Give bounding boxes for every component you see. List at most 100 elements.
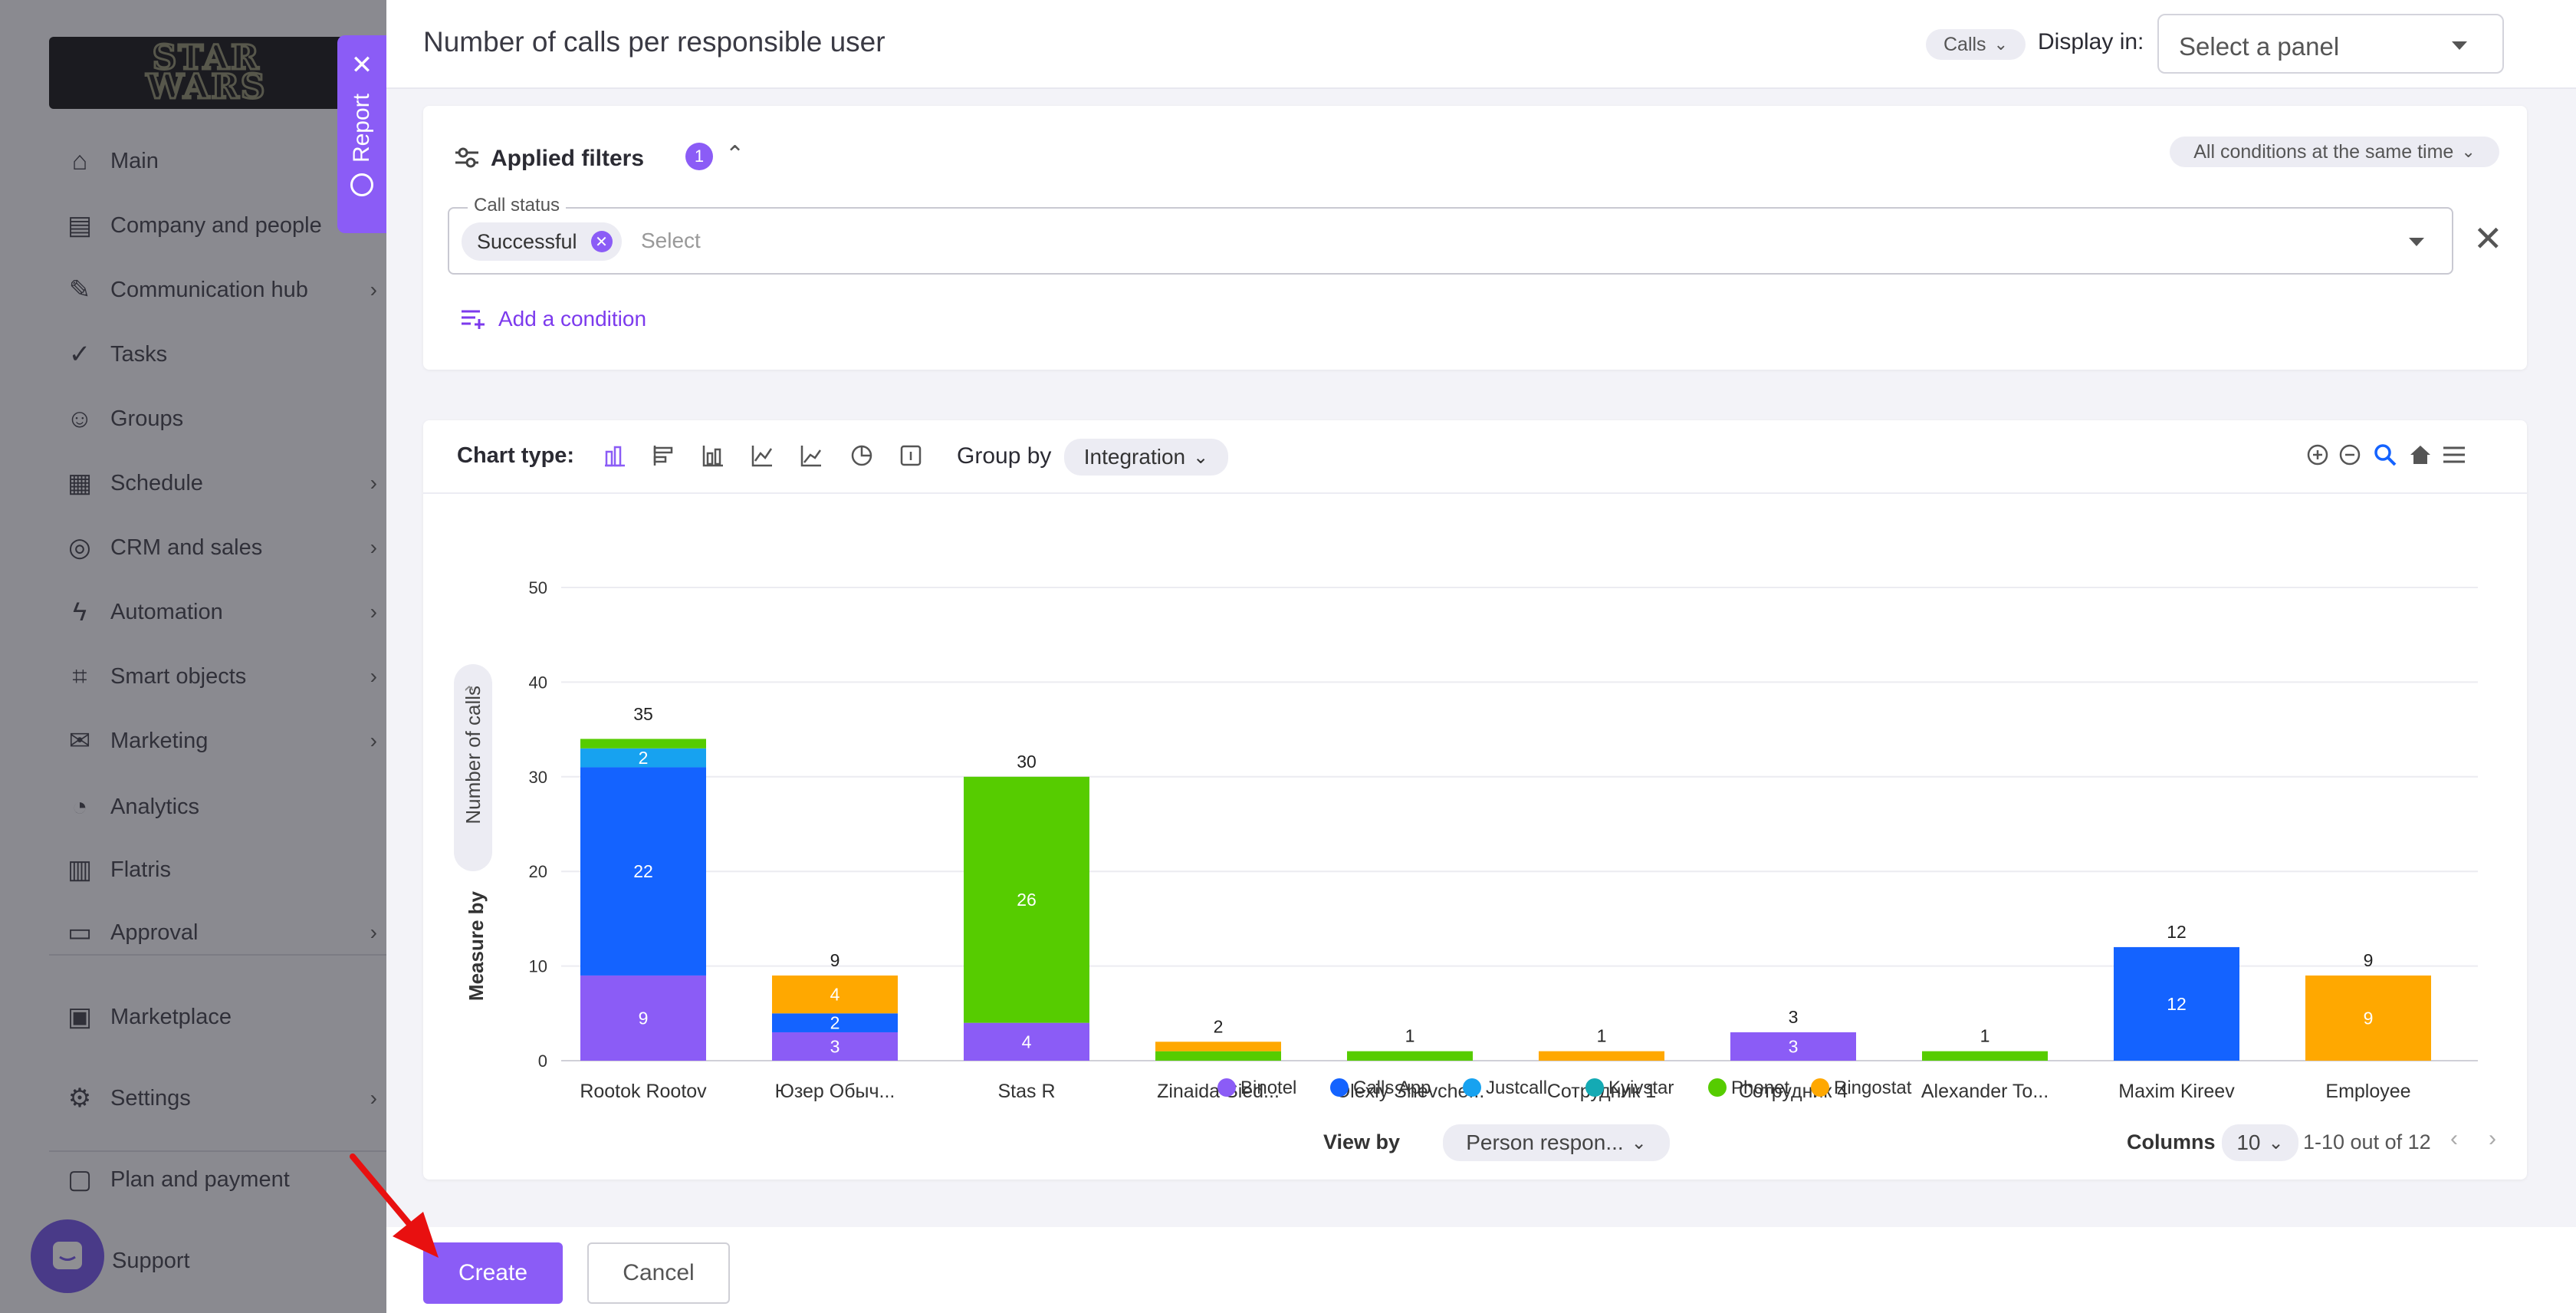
megaphone-icon: ✉	[68, 726, 91, 755]
columns-dropdown[interactable]: 10 ⌄	[2222, 1124, 2298, 1161]
bar-total-label: 1	[1405, 1026, 1415, 1046]
sidebar-item-groups[interactable]: ☺ Groups	[61, 396, 383, 442]
prev-page-icon[interactable]: ‹	[2450, 1126, 2458, 1151]
add-condition-button[interactable]: Add a condition	[498, 307, 647, 331]
panel-select[interactable]: Select a panel	[2157, 14, 2504, 74]
source-label: Calls	[1943, 33, 1986, 55]
annotation-arrow-icon	[350, 1153, 439, 1258]
sidebar-item-tasks[interactable]: ✓ Tasks	[61, 331, 383, 377]
search-zoom-icon[interactable]	[2371, 440, 2400, 469]
home-reset-icon[interactable]	[2406, 440, 2435, 469]
y-tick-label: 50	[529, 578, 547, 597]
sidebar-item-settings[interactable]: ⚙ Settings ›	[61, 1075, 383, 1121]
sidebar-item-label: Communication hub	[110, 277, 308, 302]
report-tab[interactable]: ✕ Report	[337, 35, 386, 233]
bar-segment-label: 12	[2167, 994, 2187, 1014]
pie-chart-icon[interactable]	[846, 440, 877, 471]
menu-icon[interactable]	[2440, 440, 2469, 469]
bar-segment	[1730, 1032, 1856, 1061]
sidebar-item-approval[interactable]: ▭ Approval ›	[61, 910, 383, 956]
chevron-up-icon[interactable]: ⌃	[725, 142, 745, 167]
x-tick-label: Сотрудник 4	[1739, 1081, 1848, 1102]
x-tick-label: Maxim Kireev	[2118, 1081, 2235, 1102]
bar-total-label: 3	[1789, 1007, 1799, 1027]
company-logo[interactable]: STAR WARS	[49, 37, 363, 109]
bar-segment-label: 2	[830, 1013, 840, 1033]
legend-swatch	[1585, 1078, 1604, 1097]
sidebar-item-main[interactable]: ⌂ Main	[61, 138, 383, 184]
sidebar-item-label: Analytics	[110, 794, 200, 819]
sidebar-item-label: CRM and sales	[110, 535, 263, 560]
sidebar-item-analytics[interactable]: ◔ Analytics	[61, 784, 383, 830]
applied-filters-title[interactable]: Applied filters	[491, 146, 645, 171]
sidebar-item-communication-hub[interactable]: ✎ Communication hub ›	[61, 267, 383, 313]
sidebar-item-automation[interactable]: ϟ Automation ›	[61, 589, 383, 635]
zoom-out-icon[interactable]	[2335, 440, 2364, 469]
line-chart-icon[interactable]	[747, 440, 777, 471]
next-page-icon[interactable]: ›	[2489, 1126, 2496, 1151]
sidebar-item-company-and-people[interactable]: ▤Company and people›	[61, 202, 383, 248]
sidebar-item-label: Groups	[110, 406, 184, 431]
home-icon: ⌂	[71, 146, 88, 176]
chip-label: Successful	[477, 229, 577, 253]
action-bar: Create Cancel	[386, 1227, 2576, 1313]
sidebar-item-label: Company and people	[110, 212, 322, 238]
horizontal-bar-chart-icon[interactable]	[649, 440, 679, 471]
zoom-in-icon[interactable]	[2303, 440, 2332, 469]
view-by-dropdown[interactable]: Person respon... ⌄	[1443, 1124, 1670, 1161]
clear-filter-icon[interactable]: ✕	[2473, 219, 2503, 258]
create-button[interactable]: Create	[423, 1242, 563, 1304]
group-by-dropdown[interactable]: Integration ⌄	[1064, 439, 1228, 476]
x-tick-label: Employee	[2325, 1081, 2410, 1102]
legend-label: Binotel	[1240, 1078, 1296, 1098]
bar-segment	[964, 776, 1089, 1023]
sidebar-item-marketing[interactable]: ✉ Marketing ›	[61, 718, 383, 764]
store-icon: ▣	[67, 1002, 93, 1032]
caret-down-icon[interactable]	[2409, 238, 2424, 246]
sidebar-item-schedule[interactable]: ▦ Schedule ›	[61, 460, 383, 506]
remove-chip-icon[interactable]: ✕	[590, 231, 613, 252]
report-tab-label: Report	[349, 94, 374, 163]
add-condition-icon	[462, 310, 485, 329]
select-placeholder[interactable]: Select	[641, 229, 701, 252]
sidebar-item-marketplace[interactable]: ▣ Marketplace	[61, 994, 383, 1040]
measure-field-pill[interactable]: Number of calls ›	[454, 664, 492, 871]
applied-filters-card: Applied filters 1 ⌃ All conditions at th…	[423, 106, 2527, 370]
area-chart-icon[interactable]	[698, 440, 728, 471]
inbox-icon: ▭	[67, 918, 93, 947]
sidebar-item-smart-objects[interactable]: ⌗ Smart objects ›	[61, 653, 383, 699]
sidebar-item-plan-and-payment[interactable]: ▢ Plan and payment	[61, 1157, 383, 1203]
grid-icon: ▥	[67, 855, 93, 884]
report-title[interactable]: Number of calls per responsible user	[423, 26, 886, 58]
cancel-button[interactable]: Cancel	[587, 1242, 730, 1304]
chevron-right-icon: ›	[370, 920, 377, 944]
chevron-down-icon: ⌄	[1993, 35, 2008, 54]
close-icon[interactable]: ✕	[350, 51, 373, 80]
display-in-label: Display in:	[2038, 29, 2144, 54]
bar-segment-label: 4	[830, 985, 840, 1005]
bar-segment	[580, 739, 706, 749]
source-dropdown[interactable]: Calls ⌄	[1926, 29, 2026, 60]
legend-swatch	[1330, 1078, 1349, 1097]
number-card-icon[interactable]	[895, 440, 926, 471]
legend-label: Phonet	[1731, 1078, 1789, 1098]
bar-total-label: 9	[830, 950, 840, 970]
sidebar-item-label: Main	[110, 148, 159, 173]
sidebar-item-label: Smart objects	[110, 663, 247, 689]
trend-chart-icon[interactable]	[796, 440, 826, 471]
sidebar-item-crm-and-sales[interactable]: ◎ CRM and sales ›	[61, 525, 383, 571]
conditions-mode-dropdown[interactable]: All conditions at the same time ⌄	[2170, 137, 2499, 167]
bar-segment	[1347, 1051, 1473, 1061]
group-by-value: Integration	[1083, 445, 1186, 469]
bar-segment	[2114, 946, 2239, 1061]
bar-segment-label: 2	[639, 748, 649, 768]
support-chat-button[interactable]	[31, 1219, 104, 1293]
chat-edit-icon: ✎	[68, 275, 91, 304]
call-status-field[interactable]: Call status Successful ✕ Select	[448, 195, 2453, 275]
sidebar-item-flatris[interactable]: ▥ Flatris	[61, 847, 383, 893]
chevron-right-icon: ›	[370, 600, 377, 624]
chart-toolbar: Chart type: Group by	[423, 420, 2527, 494]
stacked-column-chart-icon[interactable]	[600, 440, 630, 471]
support-label[interactable]: Support	[112, 1249, 190, 1273]
sidebar-item-label: Marketing	[110, 728, 209, 753]
